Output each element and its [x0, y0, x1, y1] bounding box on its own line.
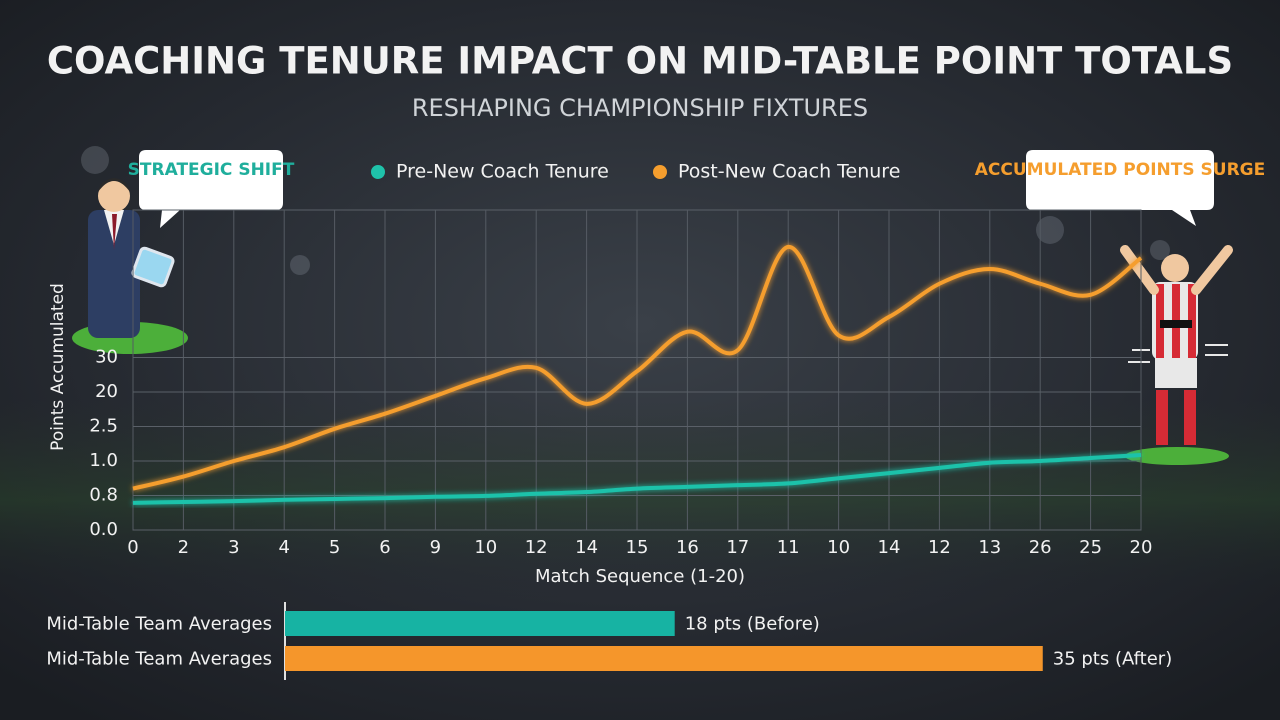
x-tick-label: 20	[1130, 537, 1153, 558]
bar-value-label: 35 pts (After)	[1053, 649, 1172, 670]
x-tick-label: 0	[127, 537, 138, 558]
y-tick-label: 0.8	[89, 485, 118, 506]
title: COACHING TENURE IMPACT ON MID-TABLE POIN…	[47, 40, 1233, 83]
x-tick-label: 2	[178, 537, 189, 558]
x-tick-label: 10	[827, 537, 850, 558]
x-axis-label: Match Sequence (1-20)	[535, 566, 745, 587]
x-tick-label: 3	[228, 537, 239, 558]
bar-value-label: 18 pts (Before)	[685, 614, 820, 635]
x-tick-label: 11	[777, 537, 800, 558]
legend-label: Post-New Coach Tenure	[678, 161, 900, 183]
y-tick-label: 0.0	[89, 519, 118, 540]
x-tick-label: 10	[474, 537, 497, 558]
legend-marker	[653, 165, 667, 179]
bar-chart: Mid-Table Team Averages 18 pts (Before) Mi…	[46, 602, 1172, 680]
x-tick-label: 15	[626, 537, 649, 558]
bar	[285, 611, 675, 636]
y-tick-label: 2.5	[89, 416, 118, 437]
legend-marker	[371, 165, 385, 179]
y-tick-label: 1.0	[89, 450, 118, 471]
x-tick-label: 4	[278, 537, 289, 558]
bar-category-label: Mid-Table Team Averages	[46, 614, 272, 635]
coach-illustration	[72, 178, 188, 354]
line-chart: Points Accumulated Match Sequence (1-20)…	[48, 161, 1152, 588]
x-tick-label: 14	[575, 537, 598, 558]
player-illustration	[1120, 245, 1233, 465]
callout-left: STRATEGIC SHIFT	[128, 150, 295, 228]
stadium-lights	[81, 146, 1170, 275]
x-tick-label: 5	[329, 537, 340, 558]
x-tick-label: 16	[676, 537, 699, 558]
callout-text: STRATEGIC SHIFT	[128, 160, 295, 180]
callout-text: ACCUMULATED POINTS SURGE	[975, 160, 1265, 180]
bar-category-label: Mid-Table Team Averages	[46, 649, 272, 670]
bar	[285, 646, 1043, 671]
x-tick-label: 25	[1079, 537, 1102, 558]
x-tick-label: 13	[978, 537, 1001, 558]
y-tick-label: 20	[95, 381, 118, 402]
x-tick-label: 12	[928, 537, 951, 558]
x-tick-label: 6	[379, 537, 390, 558]
series-line	[132, 453, 1142, 505]
series-line	[132, 244, 1143, 491]
subtitle: RESHAPING CHAMPIONSHIP FIXTURES	[412, 94, 868, 122]
legend-label: Pre-New Coach Tenure	[396, 161, 609, 183]
x-tick-label: 17	[726, 537, 749, 558]
x-tick-label: 12	[525, 537, 548, 558]
y-tick-label: 30	[95, 347, 118, 368]
x-tick-label: 14	[878, 537, 901, 558]
y-axis-label: Points Accumulated	[48, 283, 68, 451]
x-tick-label: 26	[1029, 537, 1052, 558]
callout-right: ACCUMULATED POINTS SURGE	[975, 150, 1265, 226]
x-tick-label: 9	[430, 537, 441, 558]
